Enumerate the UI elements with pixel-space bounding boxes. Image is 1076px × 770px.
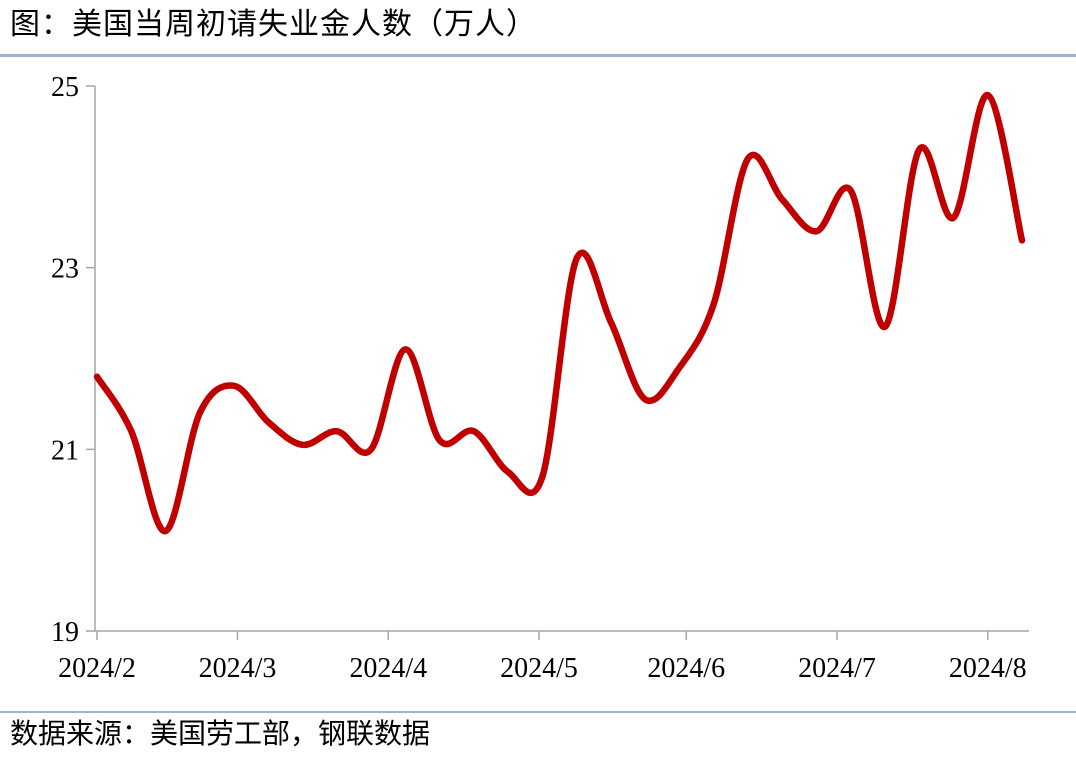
y-tick-label: 25 — [51, 72, 79, 103]
x-tick-label: 2024/8 — [949, 653, 1027, 684]
y-tick-label: 19 — [51, 617, 79, 648]
y-tick-label: 21 — [51, 435, 79, 466]
x-tick-label: 2024/5 — [500, 653, 578, 684]
x-tick-label: 2024/4 — [349, 653, 427, 684]
x-tick-label: 2024/6 — [647, 653, 725, 684]
data-source: 数据来源：美国劳工部，钢联数据 — [10, 719, 431, 750]
source-divider — [0, 711, 1076, 713]
y-tick-label: 23 — [51, 254, 79, 285]
title-divider — [0, 54, 1076, 57]
x-tick-label: 2024/2 — [58, 653, 136, 684]
axis-tick-labels: 25 23 21 19 2024/2 2024/3 2024/4 2024/5 2024/6 20… — [51, 72, 1027, 684]
chart-title: 图：美国当周初请失业金人数（万人） — [10, 8, 537, 41]
x-tick-label: 2024/7 — [798, 653, 876, 684]
jobless-claims-line-chart: 25 23 21 19 2024/2 2024/3 2024/4 2024/5 2024/6 20… — [51, 72, 1029, 684]
claims-series-line — [93, 91, 1026, 535]
axes — [86, 85, 1029, 640]
x-tick-label: 2024/3 — [199, 653, 277, 684]
